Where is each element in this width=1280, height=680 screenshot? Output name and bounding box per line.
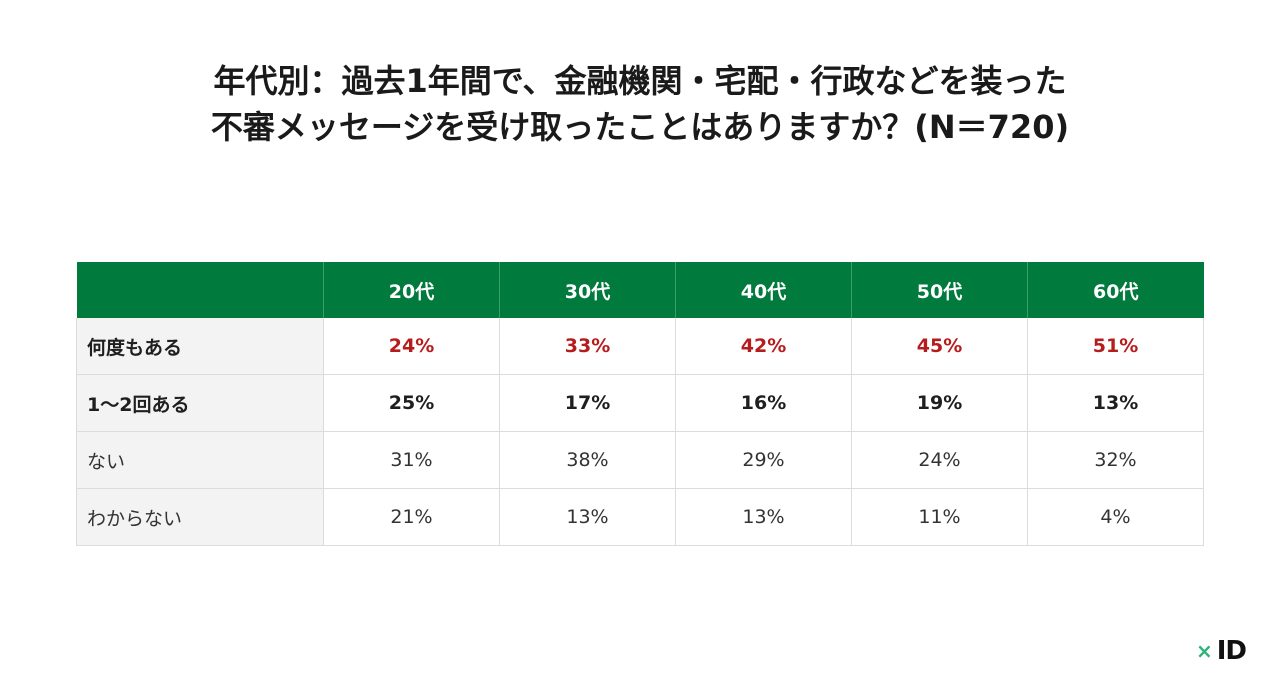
x-id-logo-icon: × ID	[1195, 634, 1247, 668]
row-label: ない	[76, 431, 324, 489]
table-row: 何度もある 24% 33% 42% 45% 51%	[76, 318, 1204, 375]
header-corner-cell	[76, 262, 324, 318]
table-cell: 13%	[499, 488, 676, 546]
table-cell: 13%	[1027, 374, 1204, 432]
chart-title: 年代別：過去1年間で、金融機関・宅配・行政などを装った 不審メッセージを受け取っ…	[0, 58, 1280, 150]
table-cell: 11%	[851, 488, 1028, 546]
table-cell: 42%	[675, 318, 852, 375]
column-header-60s: 60代	[1027, 262, 1204, 318]
table-row: 1〜2回ある 25% 17% 16% 19% 13%	[76, 374, 1204, 432]
data-table: 20代 30代 40代 50代 60代 何度もある 24% 33% 42% 45…	[76, 262, 1204, 546]
table-cell: 24%	[851, 431, 1028, 489]
column-header-50s: 50代	[851, 262, 1028, 318]
table-cell: 32%	[1027, 431, 1204, 489]
column-header-30s: 30代	[499, 262, 676, 318]
row-label: わからない	[76, 488, 324, 546]
table-cell: 24%	[323, 318, 500, 375]
table-cell: 17%	[499, 374, 676, 432]
chart-title-line-1: 年代別：過去1年間で、金融機関・宅配・行政などを装った	[213, 62, 1067, 100]
table-cell: 19%	[851, 374, 1028, 432]
table-cell: 25%	[323, 374, 500, 432]
table-cell: 38%	[499, 431, 676, 489]
logo-mark: ×	[1195, 639, 1213, 663]
table-cell: 29%	[675, 431, 852, 489]
table-cell: 21%	[323, 488, 500, 546]
header-row: 20代 30代 40代 50代 60代	[76, 262, 1204, 318]
table-cell: 16%	[675, 374, 852, 432]
table-cell: 45%	[851, 318, 1028, 375]
table-cell: 13%	[675, 488, 852, 546]
row-label: 何度もある	[76, 318, 324, 375]
table-row: ない 31% 38% 29% 24% 32%	[76, 431, 1204, 489]
row-label: 1〜2回ある	[76, 374, 324, 432]
table-cell: 4%	[1027, 488, 1204, 546]
chart-title-line-2: 不審メッセージを受け取ったことはありますか？(N＝720)	[210, 108, 1070, 146]
table-cell: 31%	[323, 431, 500, 489]
table-row: わからない 21% 13% 13% 11% 4%	[76, 488, 1204, 546]
column-header-20s: 20代	[323, 262, 500, 318]
logo-text: ID	[1216, 636, 1247, 666]
column-header-40s: 40代	[675, 262, 852, 318]
table-cell: 33%	[499, 318, 676, 375]
table-cell: 51%	[1027, 318, 1204, 375]
